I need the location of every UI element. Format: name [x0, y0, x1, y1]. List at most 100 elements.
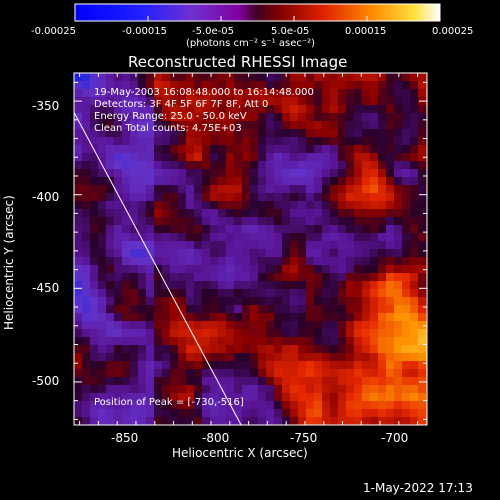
image-pixel: [346, 353, 354, 361]
image-pixel: [346, 73, 354, 81]
image-pixel: [226, 369, 234, 377]
image-pixel: [74, 73, 82, 81]
image-pixel: [322, 393, 330, 401]
image-pixel: [338, 97, 346, 105]
image-pixel: [218, 193, 226, 201]
image-pixel: [362, 209, 370, 217]
image-pixel: [170, 377, 178, 385]
image-pixel: [306, 121, 314, 129]
image-pixel: [282, 161, 290, 169]
image-pixel: [98, 225, 106, 233]
image-pixel: [354, 121, 362, 129]
image-pixel: [418, 385, 426, 393]
image-pixel: [90, 297, 98, 305]
image-pixel: [354, 145, 362, 153]
image-pixel: [306, 225, 314, 233]
image-pixel: [90, 89, 98, 97]
image-pixel: [170, 393, 178, 401]
image-pixel: [234, 177, 242, 185]
image-pixel: [298, 361, 306, 369]
image-pixel: [202, 345, 210, 353]
image-pixel: [410, 353, 418, 361]
image-pixel: [106, 345, 114, 353]
image-pixel: [106, 241, 114, 249]
image-pixel: [122, 81, 130, 89]
image-pixel: [178, 369, 186, 377]
image-pixel: [122, 145, 130, 153]
image-pixel: [146, 225, 154, 233]
image-pixel: [154, 329, 162, 337]
image-pixel: [354, 185, 362, 193]
image-pixel: [186, 153, 194, 161]
image-pixel: [370, 289, 378, 297]
image-pixel: [122, 337, 130, 345]
image-pixel: [258, 417, 266, 425]
image-pixel: [186, 73, 194, 81]
image-pixel: [202, 385, 210, 393]
image-pixel: [362, 217, 370, 225]
image-pixel: [186, 97, 194, 105]
image-pixel: [362, 193, 370, 201]
image-pixel: [346, 217, 354, 225]
image-pixel: [74, 105, 82, 113]
image-pixel: [410, 377, 418, 385]
image-pixel: [138, 137, 146, 145]
image-pixel: [330, 313, 338, 321]
image-pixel: [306, 81, 314, 89]
image-pixel: [186, 313, 194, 321]
image-pixel: [322, 297, 330, 305]
image-pixel: [138, 209, 146, 217]
image-pixel: [258, 401, 266, 409]
image-pixel: [178, 169, 186, 177]
image-pixel: [210, 161, 218, 169]
image-pixel: [146, 345, 154, 353]
image-pixel: [122, 233, 130, 241]
image-pixel: [298, 337, 306, 345]
image-pixel: [194, 393, 202, 401]
image-pixel: [282, 345, 290, 353]
image-pixel: [370, 233, 378, 241]
image-pixel: [90, 369, 98, 377]
image-pixel: [138, 305, 146, 313]
image-pixel: [338, 361, 346, 369]
image-pixel: [122, 321, 130, 329]
image-pixel: [354, 321, 362, 329]
image-pixel: [202, 225, 210, 233]
image-pixel: [410, 409, 418, 417]
image-pixel: [242, 113, 250, 121]
image-pixel: [418, 289, 426, 297]
image-pixel: [354, 353, 362, 361]
image-pixel: [266, 329, 274, 337]
image-pixel: [146, 297, 154, 305]
image-pixel: [242, 409, 250, 417]
image-pixel: [322, 329, 330, 337]
image-pixel: [314, 417, 322, 425]
image-pixel: [370, 409, 378, 417]
image-pixel: [290, 193, 298, 201]
image-pixel: [378, 97, 386, 105]
image-pixel: [114, 289, 122, 297]
image-pixel: [130, 401, 138, 409]
image-pixel: [178, 313, 186, 321]
image-pixel: [82, 201, 90, 209]
image-pixel: [226, 345, 234, 353]
image-pixel: [378, 217, 386, 225]
image-pixel: [234, 209, 242, 217]
image-pixel: [138, 121, 146, 129]
image-pixel: [370, 153, 378, 161]
image-pixel: [386, 233, 394, 241]
image-pixel: [354, 257, 362, 265]
image-pixel: [418, 361, 426, 369]
image-pixel: [226, 233, 234, 241]
image-pixel: [290, 329, 298, 337]
colorbar-tick-label: -5.0e-05: [192, 26, 234, 37]
image-pixel: [242, 169, 250, 177]
image-pixel: [314, 89, 322, 97]
image-pixel: [274, 137, 282, 145]
image-pixel: [90, 409, 98, 417]
image-pixel: [338, 409, 346, 417]
image-pixel: [242, 361, 250, 369]
image-pixel: [154, 161, 162, 169]
image-pixel: [274, 345, 282, 353]
image-pixel: [306, 289, 314, 297]
